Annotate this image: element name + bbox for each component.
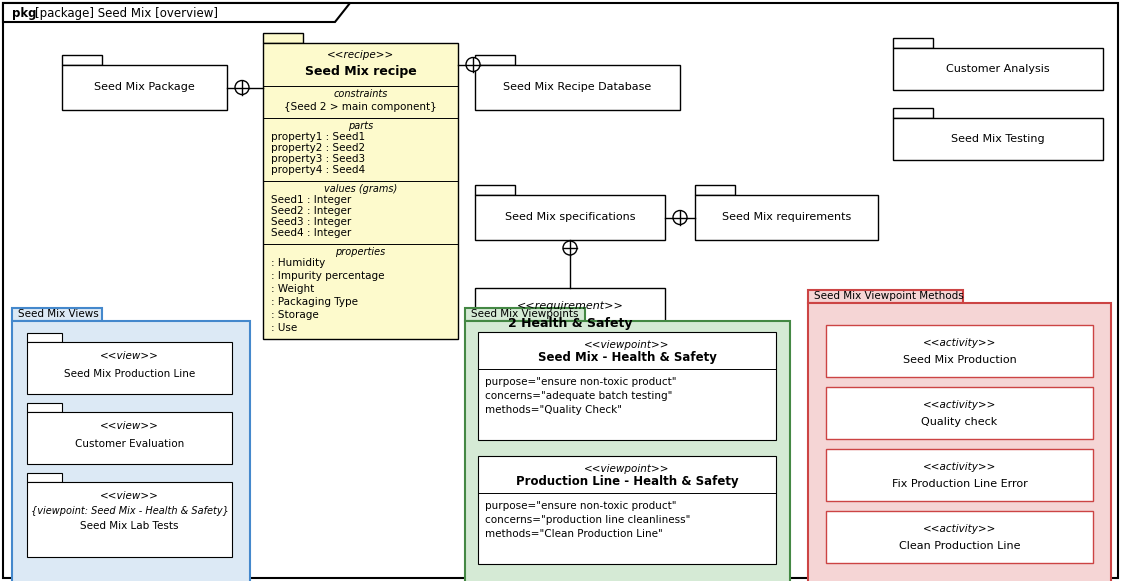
- Text: [package] Seed Mix [overview]: [package] Seed Mix [overview]: [35, 6, 217, 20]
- Text: Production Line - Health & Safety: Production Line - Health & Safety: [516, 475, 739, 489]
- Text: Seed Mix Viewpoints: Seed Mix Viewpoints: [471, 309, 578, 319]
- Text: <<activity>>: <<activity>>: [923, 400, 997, 410]
- Bar: [62, 65, 226, 110]
- Text: : Humidity: : Humidity: [271, 258, 325, 268]
- Text: Seed4 : Integer: Seed4 : Integer: [271, 228, 351, 238]
- Text: <<recipe>>: <<recipe>>: [327, 50, 395, 60]
- Text: <<view>>: <<view>>: [100, 421, 159, 431]
- Text: : Use: : Use: [271, 323, 297, 333]
- Text: Customer Analysis: Customer Analysis: [946, 64, 1049, 74]
- Text: 2 Health & Safety: 2 Health & Safety: [508, 317, 632, 329]
- Text: properties: properties: [335, 247, 386, 257]
- Bar: [826, 387, 1093, 439]
- Text: {Seed 2 > main component}: {Seed 2 > main component}: [284, 102, 437, 112]
- Text: Quality check: Quality check: [921, 417, 998, 427]
- Text: property3 : Seed3: property3 : Seed3: [271, 154, 365, 164]
- Text: Seed Mix specifications: Seed Mix specifications: [504, 213, 636, 223]
- Bar: [893, 48, 1103, 90]
- Bar: [27, 412, 232, 464]
- Text: methods="Quality Check": methods="Quality Check": [485, 405, 622, 415]
- Text: Seed Mix Package: Seed Mix Package: [94, 83, 195, 92]
- Text: Seed Mix Viewpoint Methods: Seed Mix Viewpoint Methods: [814, 291, 964, 301]
- Bar: [27, 333, 62, 342]
- Bar: [475, 195, 665, 240]
- Bar: [893, 118, 1103, 160]
- Bar: [826, 511, 1093, 563]
- Bar: [826, 325, 1093, 377]
- Bar: [27, 473, 62, 482]
- Bar: [12, 308, 102, 321]
- Bar: [465, 321, 790, 581]
- Text: : Packaging Type: : Packaging Type: [271, 297, 358, 307]
- Bar: [27, 482, 232, 557]
- Text: Seed Mix requirements: Seed Mix requirements: [722, 213, 851, 223]
- Text: {viewpoint: Seed Mix - Health & Safety}: {viewpoint: Seed Mix - Health & Safety}: [30, 506, 229, 516]
- Text: purpose="ensure non-toxic product": purpose="ensure non-toxic product": [485, 377, 676, 387]
- Text: Seed3 : Integer: Seed3 : Integer: [271, 217, 351, 227]
- Text: <<view>>: <<view>>: [100, 351, 159, 361]
- Text: pkg: pkg: [12, 6, 37, 20]
- Text: <<activity>>: <<activity>>: [923, 462, 997, 472]
- Bar: [808, 303, 1111, 581]
- Bar: [475, 185, 515, 195]
- Text: Seed Mix Views: Seed Mix Views: [18, 309, 99, 319]
- Text: property4 : Seed4: property4 : Seed4: [271, 165, 365, 175]
- Circle shape: [235, 81, 249, 95]
- Text: concerns="production line cleanliness": concerns="production line cleanliness": [485, 515, 691, 525]
- Bar: [263, 43, 458, 339]
- Polygon shape: [3, 3, 350, 22]
- Text: <<view>>: <<view>>: [100, 491, 159, 501]
- Text: Seed2 : Integer: Seed2 : Integer: [271, 206, 351, 216]
- Text: Seed1 : Integer: Seed1 : Integer: [271, 195, 351, 205]
- Text: purpose="ensure non-toxic product": purpose="ensure non-toxic product": [485, 501, 676, 511]
- Text: Seed Mix Lab Tests: Seed Mix Lab Tests: [81, 521, 178, 531]
- Text: values (grams): values (grams): [324, 184, 397, 194]
- Bar: [475, 288, 665, 340]
- Text: Seed Mix Testing: Seed Mix Testing: [952, 134, 1045, 144]
- Bar: [62, 55, 102, 65]
- Text: Seed Mix - Health & Safety: Seed Mix - Health & Safety: [538, 352, 716, 364]
- Circle shape: [466, 58, 480, 71]
- Bar: [893, 38, 933, 48]
- Text: <<requirement>>: <<requirement>>: [517, 301, 623, 311]
- Circle shape: [563, 241, 577, 255]
- Bar: [465, 308, 585, 321]
- Bar: [808, 290, 963, 303]
- Text: Seed Mix Production Line: Seed Mix Production Line: [64, 369, 195, 379]
- Bar: [12, 321, 250, 581]
- Text: : Storage: : Storage: [271, 310, 318, 320]
- Text: <<activity>>: <<activity>>: [923, 338, 997, 348]
- Bar: [263, 33, 303, 43]
- Text: : Weight: : Weight: [271, 284, 314, 294]
- Bar: [475, 65, 680, 110]
- Text: Seed Mix Recipe Database: Seed Mix Recipe Database: [503, 83, 651, 92]
- Text: Fix Production Line Error: Fix Production Line Error: [891, 479, 1027, 489]
- Text: parts: parts: [348, 121, 373, 131]
- Text: Clean Production Line: Clean Production Line: [899, 541, 1020, 551]
- Text: Customer Evaluation: Customer Evaluation: [75, 439, 184, 449]
- Text: property2 : Seed2: property2 : Seed2: [271, 143, 365, 153]
- Bar: [695, 195, 878, 240]
- Bar: [893, 108, 933, 118]
- Bar: [695, 185, 735, 195]
- Text: <<viewpoint>>: <<viewpoint>>: [584, 464, 669, 474]
- Bar: [826, 449, 1093, 501]
- Text: Seed Mix recipe: Seed Mix recipe: [305, 64, 416, 77]
- Text: concerns="adequate batch testing": concerns="adequate batch testing": [485, 391, 673, 401]
- Bar: [478, 332, 776, 440]
- Text: Seed Mix Production: Seed Mix Production: [902, 355, 1017, 365]
- Bar: [27, 342, 232, 394]
- Text: property1 : Seed1: property1 : Seed1: [271, 132, 365, 142]
- Text: constraints: constraints: [333, 89, 388, 99]
- Bar: [478, 456, 776, 564]
- Bar: [475, 55, 515, 65]
- Bar: [27, 403, 62, 412]
- Text: <<viewpoint>>: <<viewpoint>>: [584, 340, 669, 350]
- Text: : Impurity percentage: : Impurity percentage: [271, 271, 385, 281]
- Text: methods="Clean Production Line": methods="Clean Production Line": [485, 529, 663, 539]
- Circle shape: [673, 210, 687, 224]
- Text: <<activity>>: <<activity>>: [923, 524, 997, 534]
